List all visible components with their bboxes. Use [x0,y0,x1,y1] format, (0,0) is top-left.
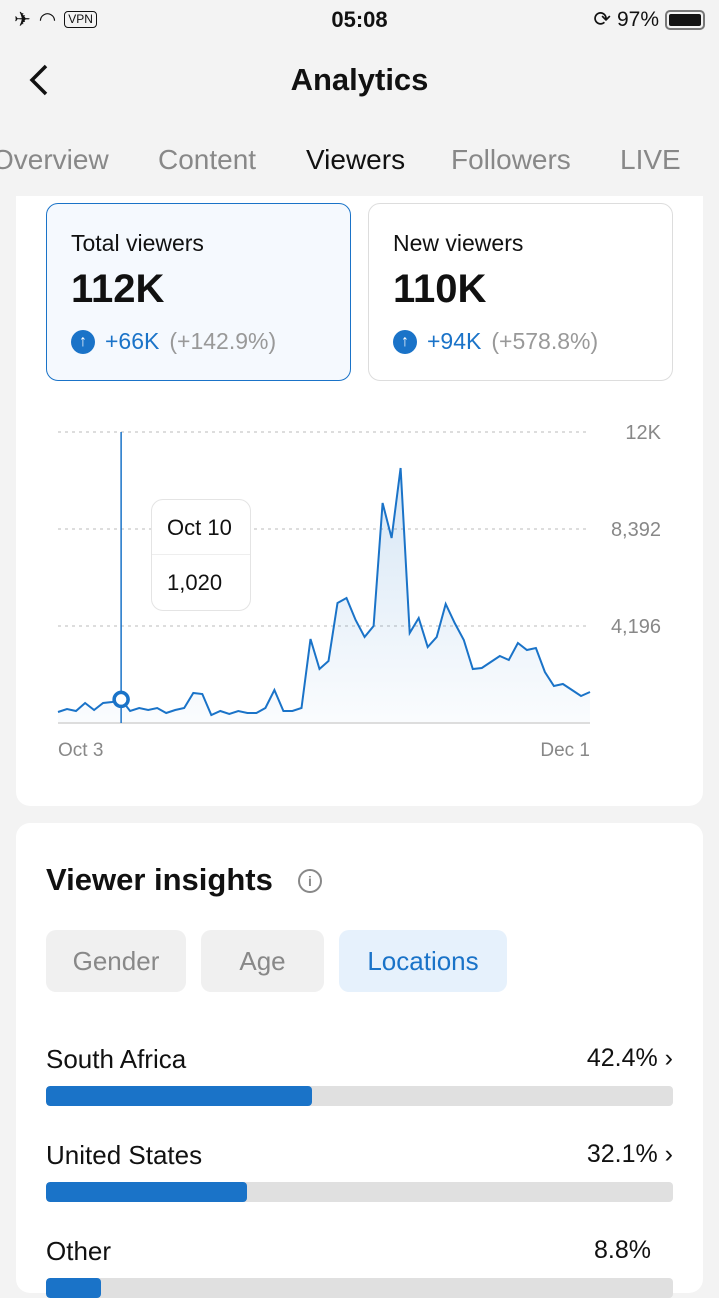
metric-card-total-viewers[interactable]: Total viewers 112K ↑ +66K (+142.9%) [46,203,351,381]
highlighted-point[interactable] [112,690,130,709]
chip-locations[interactable]: Locations [339,930,507,992]
vpn-badge: VPN [64,11,97,28]
rotation-lock-icon: ⟳ [593,8,611,31]
location-bar-fill [46,1278,102,1298]
metric-value: 110K [393,267,487,311]
metric-change: +66K [105,328,160,354]
page-title: Analytics [290,62,429,97]
chart-series-line [57,467,591,717]
insights-title: Viewer insights [46,862,273,897]
viewer-insights-card [16,823,703,1293]
y-tick-label: 4,196 [611,616,661,638]
location-row[interactable]: Other 8.8% [46,1236,673,1298]
chip-gender[interactable]: Gender [46,930,186,992]
nav-bar: Analytics [0,50,719,110]
tab-content[interactable]: Content [158,144,257,175]
chevron-right-icon: › [664,1140,673,1168]
location-row[interactable]: South Africa 42.4% › [46,1044,673,1106]
location-pct: 42.4% [586,1044,658,1072]
x-tick-start: Oct 3 [58,740,103,761]
location-row[interactable]: United States 32.1% › [46,1140,673,1202]
chevron-right-icon: › [664,1044,673,1072]
arrow-up-icon: ↑ [71,329,95,354]
chart-tooltip: Oct 10 1,020 [151,499,251,611]
location-pct: 32.1% [586,1140,658,1168]
metric-label: New viewers [393,230,524,256]
wifi-icon: ◠ [38,9,57,31]
back-button[interactable] [26,60,52,108]
location-name: Other [46,1236,112,1266]
tab-bar: Overview Content Viewers Followers LIVE [0,140,719,200]
metric-pct: (+142.9%) [169,328,277,354]
location-bar-fill [46,1182,248,1202]
location-bar [46,1278,673,1298]
tooltip-date: Oct 10 [152,500,250,555]
location-bar [46,1182,673,1202]
metric-change: +94K [427,328,482,354]
tab-live[interactable]: LIVE [620,144,681,175]
metric-pct: (+578.8%) [491,328,599,354]
y-tick-label: 12K [625,422,661,444]
tab-overview[interactable]: Overview [0,144,109,175]
info-icon[interactable]: i [298,869,322,893]
location-bar [46,1086,673,1106]
location-pct: 8.8% [594,1236,651,1264]
tab-followers[interactable]: Followers [451,144,571,175]
chart-area-fill [58,468,590,723]
viewers-line-chart[interactable]: 12K 8,392 4,196 Oct 3 Dec 1 [0,0,719,780]
status-bar: ✈ ◠ VPN 05:08 ⟳ 97% [0,0,719,40]
chevron-left-icon [29,64,48,96]
clock: 05:08 [331,7,388,32]
battery-percent: 97% [616,7,659,31]
location-name: United States [46,1140,203,1170]
x-tick-end: Dec 1 [540,740,590,761]
chip-age[interactable]: Age [201,930,324,992]
location-bar-fill [46,1086,312,1106]
metric-card-new-viewers[interactable]: New viewers 110K ↑ +94K (+578.8%) [368,203,673,381]
battery-icon [665,9,705,30]
metric-value: 112K [71,267,165,311]
tooltip-value: 1,020 [167,570,223,595]
metric-label: Total viewers [71,230,204,256]
arrow-up-icon: ↑ [393,329,417,354]
airplane-icon: ✈ [14,9,31,31]
tab-viewers[interactable]: Viewers [306,144,406,175]
y-tick-label: 8,392 [611,519,661,541]
location-name: South Africa [46,1044,187,1074]
